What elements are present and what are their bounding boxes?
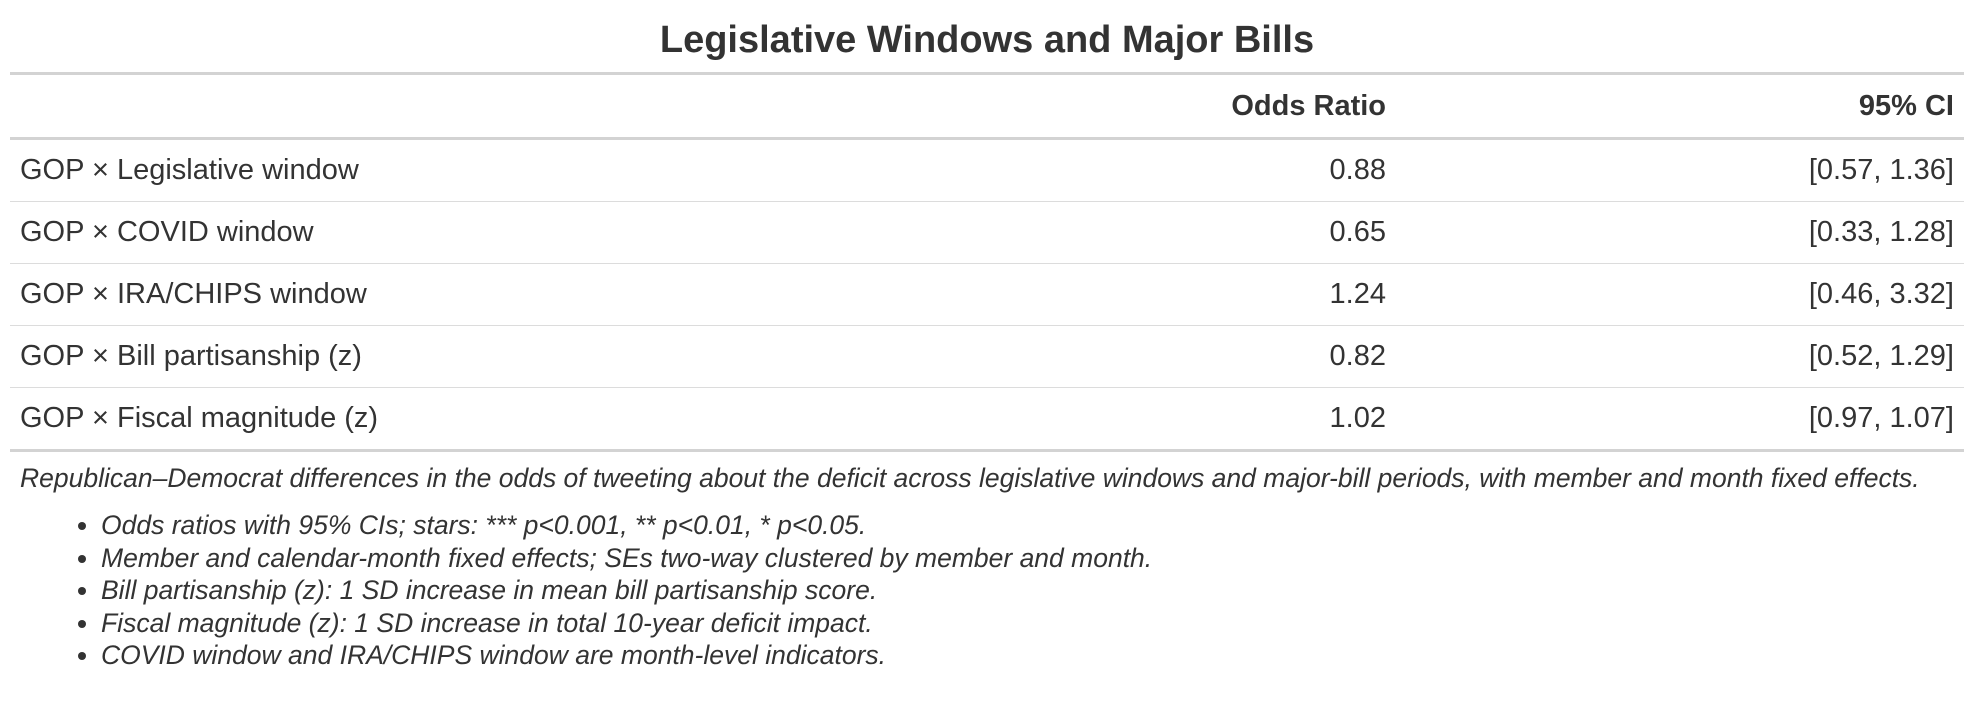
note-item: Fiscal magnitude (z): 1 SD increase in t… [101, 607, 1964, 640]
odds-ratio-cell: 1.24 [1040, 263, 1396, 326]
table-title: Legislative Windows and Major Bills [659, 19, 1315, 61]
note-item: COVID window and IRA/CHIPS window are mo… [101, 639, 1964, 672]
table-row: GOP × IRA/CHIPS window 1.24 [0.46, 3.32] [10, 263, 1964, 326]
table-row: GOP × Bill partisanship (z) 0.82 [0.52, … [10, 325, 1964, 388]
odds-ratio-cell: 0.82 [1040, 325, 1396, 388]
table-row: GOP × Fiscal magnitude (z) 1.02 [0.97, 1… [10, 387, 1964, 452]
column-header-odds-ratio: Odds Ratio [1040, 72, 1396, 140]
odds-ratio-cell: 1.02 [1040, 387, 1396, 452]
table-caption: Republican–Democrat differences in the o… [20, 463, 1920, 493]
odds-ratio-cell: 0.88 [1040, 138, 1396, 202]
row-label: GOP × IRA/CHIPS window [10, 263, 1040, 326]
column-header-ci: 95% CI [1396, 72, 1964, 140]
ci-cell: [0.57, 1.36] [1396, 138, 1964, 202]
ci-cell: [0.46, 3.32] [1396, 263, 1964, 326]
ci-cell: [0.33, 1.28] [1396, 201, 1964, 264]
note-item: Member and calendar-month fixed effects;… [101, 542, 1964, 575]
ci-cell: [0.52, 1.29] [1396, 325, 1964, 388]
row-label: GOP × Legislative window [10, 138, 1040, 202]
note-item: Bill partisanship (z): 1 SD increase in … [101, 574, 1964, 607]
table-header-row: Odds Ratio 95% CI [10, 72, 1964, 140]
ci-cell: [0.97, 1.07] [1396, 387, 1964, 452]
results-table: Odds Ratio 95% CI GOP × Legislative wind… [10, 72, 1964, 452]
row-label: GOP × COVID window [10, 201, 1040, 264]
note-item: Odds ratios with 95% CIs; stars: *** p<0… [101, 509, 1964, 542]
odds-ratio-cell: 0.65 [1040, 201, 1396, 264]
table-row: GOP × COVID window 0.65 [0.33, 1.28] [10, 201, 1964, 264]
table-notes: Odds ratios with 95% CIs; stars: *** p<0… [10, 509, 1964, 672]
regression-table-figure: Legislative Windows and Major Bills Odds… [10, 0, 1964, 672]
row-label: GOP × Fiscal magnitude (z) [10, 387, 1040, 452]
row-label: GOP × Bill partisanship (z) [10, 325, 1040, 388]
table-row: GOP × Legislative window 0.88 [0.57, 1.3… [10, 138, 1964, 202]
column-header-label [10, 72, 1040, 140]
